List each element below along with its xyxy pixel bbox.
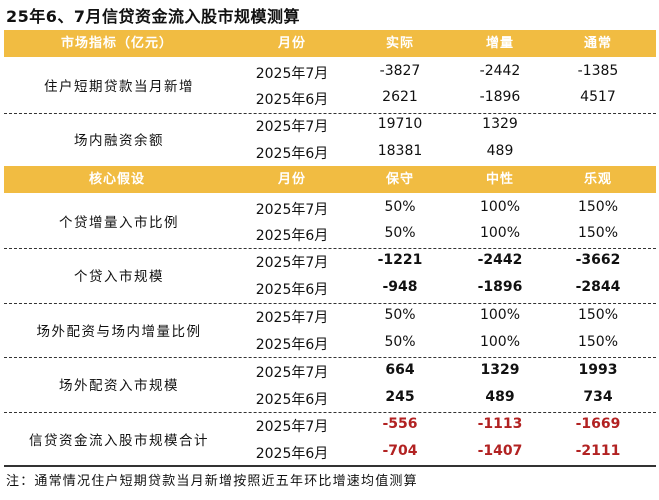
header-month: 月份 — [277, 36, 307, 51]
table-bottom-border — [4, 465, 656, 467]
month-cell: 2025年7月 — [255, 119, 329, 135]
header-optimistic: 乐观 — [583, 172, 613, 187]
value-cell: 19710 — [377, 116, 423, 132]
table-row-group: 场内融资余额 2025年7月 19710 1329 2025年6月 18381 … — [4, 113, 656, 165]
value-cell: 2621 — [382, 89, 418, 105]
month-cell: 2025年7月 — [255, 66, 329, 82]
value-cell: 100% — [479, 225, 521, 241]
header-row-market-indicators: 市场指标（亿元） 月份 实际 增量 通常 — [4, 30, 656, 57]
header-month: 月份 — [277, 172, 307, 187]
row-label: 场内融资余额 — [74, 133, 164, 149]
month-cell: 2025年7月 — [255, 255, 329, 271]
value-cell: -1385 — [577, 63, 619, 79]
value-cell: -1221 — [377, 252, 423, 268]
value-cell: -1669 — [575, 416, 621, 432]
table-row-group: 个贷增量入市比例 2025年7月 50% 100% 150% 2025年6月 5… — [4, 195, 656, 247]
value-cell: -1407 — [477, 443, 523, 459]
value-cell: 100% — [479, 307, 521, 323]
value-cell: -1113 — [477, 416, 523, 432]
header-increment: 增量 — [485, 36, 515, 51]
header-row-core-assumptions: 核心假设 月份 保守 中性 乐观 — [4, 166, 656, 193]
value-cell: -2111 — [575, 443, 621, 459]
value-cell: 150% — [577, 199, 619, 215]
month-cell: 2025年6月 — [255, 337, 329, 353]
value-cell: -556 — [382, 416, 418, 432]
value-cell: 489 — [485, 389, 515, 405]
value-cell: 1329 — [482, 116, 518, 132]
month-cell: 2025年6月 — [255, 392, 329, 408]
value-cell: -2844 — [575, 279, 621, 295]
month-cell: 2025年6月 — [255, 282, 329, 298]
table-row-group: 场外配资与场内增量比例 2025年7月 50% 100% 150% 2025年6… — [4, 304, 656, 356]
month-cell: 2025年6月 — [255, 146, 329, 162]
value-cell: 150% — [577, 225, 619, 241]
header-indicator: 市场指标（亿元） — [60, 36, 174, 51]
footnote: 注：通常情况住户短期贷款当月新增按照近五年环比增速均值测算 — [6, 474, 418, 489]
value-cell: 50% — [384, 199, 416, 215]
month-cell: 2025年7月 — [255, 202, 329, 218]
table-row-group: 住户短期贷款当月新增 2025年7月 -3827 -2442 -1385 202… — [4, 59, 656, 112]
month-cell: 2025年7月 — [255, 310, 329, 326]
month-cell: 2025年7月 — [255, 365, 329, 381]
header-neutral: 中性 — [485, 172, 515, 187]
row-divider — [4, 412, 656, 413]
value-cell: 50% — [384, 307, 416, 323]
value-cell: -3662 — [575, 252, 621, 268]
value-cell: 1329 — [480, 362, 520, 378]
value-cell: 1993 — [578, 362, 618, 378]
value-cell: 50% — [384, 225, 416, 241]
header-usual: 通常 — [583, 36, 613, 51]
value-cell: -1896 — [479, 89, 521, 105]
value-cell: 150% — [577, 334, 619, 350]
value-cell: 489 — [486, 143, 514, 159]
value-cell: -3827 — [379, 63, 421, 79]
value-cell: 100% — [479, 334, 521, 350]
row-label: 个贷入市规模 — [74, 269, 164, 285]
table-row-group: 个贷入市规模 2025年7月 -1221 -2442 -3662 2025年6月… — [4, 249, 656, 301]
value-cell: -1896 — [477, 279, 523, 295]
value-cell: 100% — [479, 199, 521, 215]
value-cell: 50% — [384, 334, 416, 350]
header-actual: 实际 — [385, 36, 415, 51]
table-row-group-total: 信贷资金流入股市规模合计 2025年7月 -556 -1113 -1669 20… — [4, 413, 656, 465]
row-label: 个贷增量入市比例 — [59, 215, 179, 231]
header-assumption: 核心假设 — [88, 172, 146, 187]
value-cell: 664 — [385, 362, 415, 378]
header-conservative: 保守 — [385, 172, 415, 187]
month-cell: 2025年6月 — [255, 228, 329, 244]
row-label: 信贷资金流入股市规模合计 — [29, 433, 209, 449]
value-cell: -2442 — [479, 63, 521, 79]
row-label: 住户短期贷款当月新增 — [44, 79, 194, 95]
row-divider — [4, 303, 656, 304]
value-cell: 245 — [385, 389, 415, 405]
month-cell: 2025年6月 — [255, 446, 329, 462]
value-cell: 734 — [583, 389, 613, 405]
value-cell: -704 — [382, 443, 418, 459]
table-title: 25年6、7月信贷资金流入股市规模测算 — [6, 7, 301, 26]
value-cell: -948 — [382, 279, 418, 295]
value-cell: 150% — [577, 307, 619, 323]
value-cell: 4517 — [580, 89, 616, 105]
row-label: 场外配资入市规模 — [59, 378, 179, 394]
value-cell: -2442 — [477, 252, 523, 268]
row-divider — [4, 248, 656, 249]
row-divider — [4, 357, 656, 358]
month-cell: 2025年6月 — [255, 92, 329, 108]
table-row-group: 场外配资入市规模 2025年7月 664 1329 1993 2025年6月 2… — [4, 358, 656, 410]
month-cell: 2025年7月 — [255, 419, 329, 435]
row-label: 场外配资与场内增量比例 — [36, 324, 202, 340]
value-cell: 18381 — [377, 143, 423, 159]
row-divider — [4, 113, 656, 114]
